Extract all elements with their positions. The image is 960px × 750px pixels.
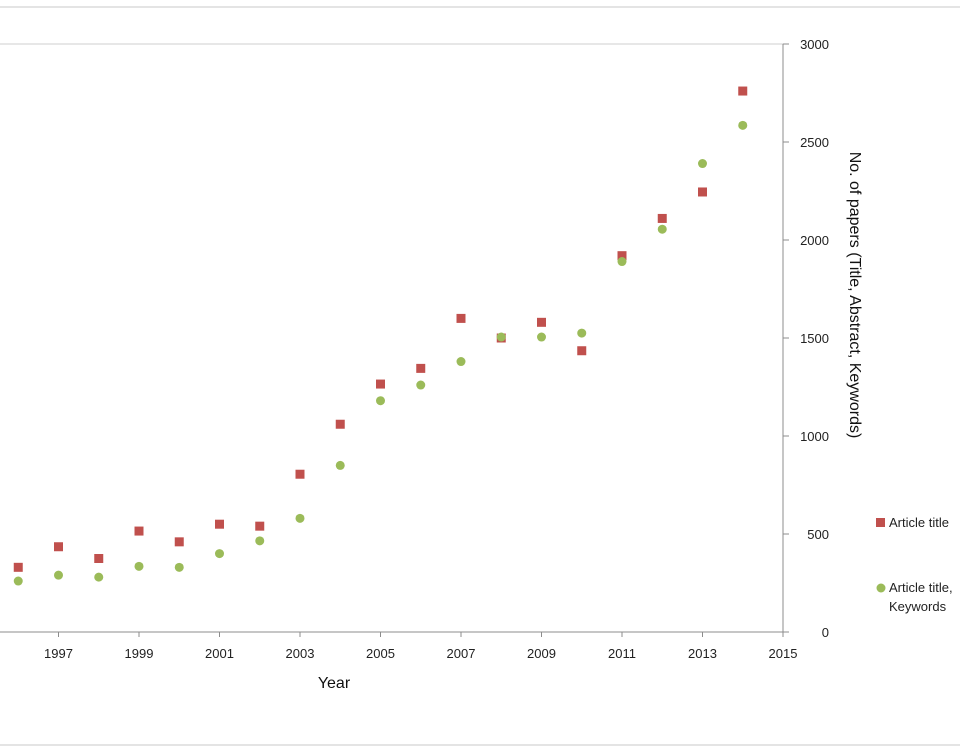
point-article-title-2004 bbox=[335, 419, 345, 429]
legend-label-keywords-line2: Keywords bbox=[889, 599, 947, 614]
x-axis-title: Year bbox=[318, 675, 351, 692]
legend-label-article-title: Article title bbox=[889, 515, 949, 530]
point-article-title-2013 bbox=[698, 187, 707, 197]
point-article-title-2014 bbox=[738, 86, 748, 96]
point-article-title-2006 bbox=[416, 363, 426, 373]
point-article-title-2011 bbox=[617, 251, 627, 261]
point-article-title-keywords-2004 bbox=[335, 460, 345, 470]
point-article-title-keywords-2009 bbox=[537, 332, 546, 342]
point-article-title-2007 bbox=[456, 313, 466, 323]
point-article-title-1997 bbox=[54, 542, 63, 552]
x-tick-label: 2005 bbox=[366, 646, 395, 661]
point-article-title-keywords-1999 bbox=[134, 561, 144, 571]
point-article-title-2009 bbox=[537, 317, 546, 327]
point-article-title-keywords-1996 bbox=[13, 576, 23, 586]
point-article-title-keywords-2011 bbox=[617, 257, 627, 267]
y-tick-label: 2500 bbox=[800, 135, 829, 150]
y-tick-label: 500 bbox=[807, 527, 829, 542]
point-article-title-1998 bbox=[94, 554, 104, 563]
point-article-title-2005 bbox=[376, 379, 385, 389]
y-tick-label: 1500 bbox=[800, 331, 829, 346]
legend-label-keywords-line1: Article title, bbox=[889, 580, 953, 595]
x-tick-label: 1997 bbox=[44, 646, 73, 661]
point-article-title-keywords-2010 bbox=[577, 328, 587, 338]
y-tick-label: 3000 bbox=[800, 37, 829, 52]
point-article-title-1996 bbox=[13, 562, 23, 572]
point-article-title-keywords-2013 bbox=[698, 159, 707, 169]
point-article-title-keywords-2003 bbox=[295, 513, 305, 523]
data-marks bbox=[13, 86, 748, 586]
point-article-title-2010 bbox=[577, 346, 587, 356]
point-article-title-2003 bbox=[295, 469, 305, 479]
point-article-title-keywords-2005 bbox=[376, 396, 385, 406]
point-article-title-keywords-2001 bbox=[215, 549, 224, 559]
point-article-title-keywords-2014 bbox=[738, 120, 748, 130]
point-article-title-keywords-2006 bbox=[416, 380, 426, 390]
point-article-title-2002 bbox=[255, 521, 265, 531]
legend-circle-marker bbox=[876, 583, 886, 593]
point-article-title-2000 bbox=[174, 537, 184, 547]
point-article-title-1999 bbox=[134, 526, 144, 536]
point-article-title-2001 bbox=[215, 519, 224, 529]
y-tick-label: 1000 bbox=[800, 429, 829, 444]
x-tick-label: 1999 bbox=[125, 646, 154, 661]
legend-square-marker bbox=[876, 518, 885, 527]
x-tick-label: 2001 bbox=[205, 646, 234, 661]
point-article-title-keywords-2002 bbox=[255, 536, 265, 546]
point-article-title-keywords-2012 bbox=[657, 224, 667, 234]
y-tick-label: 0 bbox=[822, 625, 829, 640]
y-tick-label: 2000 bbox=[800, 233, 829, 248]
x-tick-label: 2015 bbox=[769, 646, 798, 661]
point-article-title-keywords-2000 bbox=[174, 562, 184, 572]
x-tick-label: 2007 bbox=[447, 646, 476, 661]
legend: Article title Article title, Keywords bbox=[876, 515, 953, 614]
x-tick-label: 2011 bbox=[608, 646, 636, 661]
y-axis-title: No. of papers (Title, Abstract, Keywords… bbox=[846, 152, 863, 439]
point-article-title-keywords-2007 bbox=[456, 357, 466, 367]
point-article-title-keywords-1998 bbox=[94, 572, 104, 582]
point-article-title-keywords-1997 bbox=[54, 570, 63, 580]
point-article-title-keywords-2008 bbox=[496, 332, 506, 342]
x-tick-label: 2009 bbox=[527, 646, 556, 661]
plot-area: 1997 1999 2001 2003 2005 2007 2009 2011 2013 2015… bbox=[0, 37, 829, 661]
x-tick-label: 2003 bbox=[286, 646, 315, 661]
point-article-title-2012 bbox=[657, 213, 667, 223]
x-tick-label: 2013 bbox=[688, 646, 717, 661]
